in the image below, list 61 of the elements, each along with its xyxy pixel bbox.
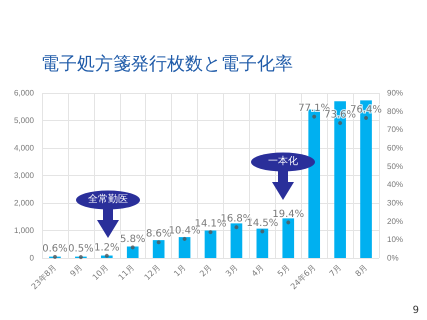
point <box>364 116 368 120</box>
x-tick-label: 1月 <box>172 262 188 278</box>
point <box>156 240 161 244</box>
bar <box>230 223 242 258</box>
x-tick-label: 3月 <box>224 262 240 278</box>
y2-tick-label: 30% <box>387 198 404 208</box>
point <box>338 121 342 126</box>
chart-title: 電子処方箋発行枚数と電子化率 <box>41 54 293 74</box>
x-tick-label: 12月 <box>142 262 162 282</box>
bar <box>282 218 294 258</box>
annotation: 全常勤医 <box>75 190 141 210</box>
y-tick-label: 5,000 <box>14 116 35 125</box>
bar <box>308 110 320 258</box>
y2-tick-label: 40% <box>387 180 404 190</box>
bar <box>256 228 268 258</box>
y2-tick-label: 90% <box>387 88 404 98</box>
bar <box>178 237 190 258</box>
bar <box>152 240 164 258</box>
y2-tick-label: 60% <box>387 144 404 152</box>
x-tick-label: 2月 <box>198 262 214 278</box>
y-tick-label: 1,000 <box>14 226 35 235</box>
point <box>78 255 83 260</box>
point <box>286 220 290 224</box>
x-tick-label: 11月 <box>116 262 136 282</box>
y-tick-label: 2,000 <box>14 198 35 208</box>
y2-tick-label: 0% <box>387 254 399 262</box>
y2-tick-label: 80% <box>387 106 404 116</box>
x-tick-label: 7月 <box>328 262 344 278</box>
y2-tick-label: 50% <box>387 162 404 171</box>
data-label: 19.4% <box>272 208 304 220</box>
point <box>208 230 212 234</box>
data-label: 0.6% <box>42 243 68 254</box>
data-label: 0.5% <box>68 244 94 255</box>
bar <box>126 246 139 258</box>
text: 9 <box>412 305 419 316</box>
x-tick-label: 10月 <box>90 262 110 282</box>
data-label: 1.2% <box>94 242 120 254</box>
x-tick-label: 9月 <box>68 262 84 278</box>
point <box>130 245 135 250</box>
point <box>104 254 109 258</box>
data-label: 8.6% <box>146 228 172 240</box>
y-tick-label: 0 <box>30 254 35 262</box>
x-tick-label: 8月 <box>354 262 370 278</box>
annotation: 一本化 <box>250 152 316 172</box>
y2-tick-label: 10% <box>387 235 404 244</box>
y2-tick-label: 20% <box>387 216 404 226</box>
point <box>260 229 264 234</box>
point <box>234 225 238 230</box>
point <box>312 114 316 119</box>
bar <box>204 230 216 258</box>
x-tick-label: 24年6月 <box>288 262 318 292</box>
y-tick-label: 6,000 <box>14 88 35 98</box>
y2-tick-label: 70% <box>387 125 404 134</box>
point <box>52 254 57 259</box>
x-tick-label: 5月 <box>276 262 292 278</box>
data-label: 5.8% <box>120 234 146 245</box>
x-tick-label: 4月 <box>250 262 266 278</box>
point <box>182 236 187 241</box>
y-tick-label: 3,000 <box>14 171 35 180</box>
y-tick-label: 4,000 <box>14 144 35 152</box>
x-tick-label: 23年8月 <box>30 262 58 292</box>
